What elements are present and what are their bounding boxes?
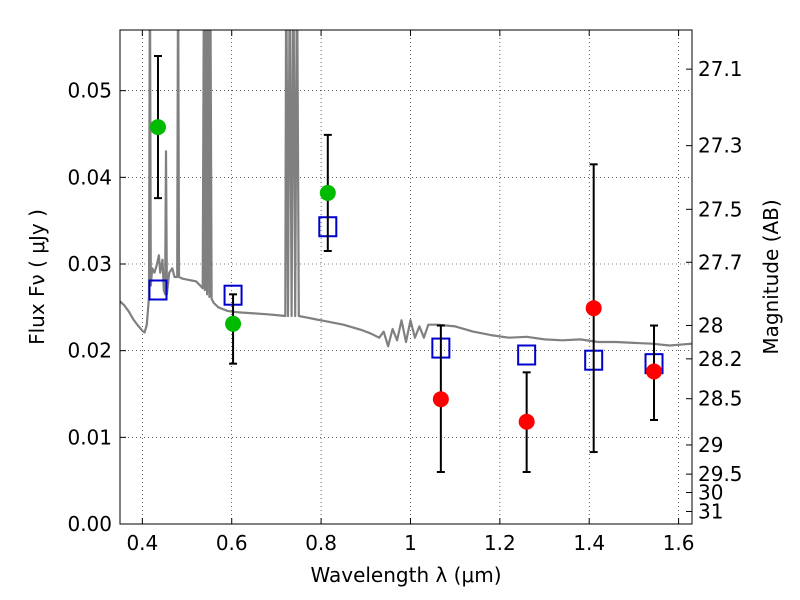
y-tick-label: 0.03 — [67, 252, 112, 276]
magnitude-tick-label: 28 — [698, 313, 723, 337]
plot-frame — [119, 29, 693, 525]
x-tick-label: 1.4 — [573, 531, 605, 555]
model-photometry-square — [148, 279, 168, 301]
observed-point-with-errorbar — [319, 133, 336, 252]
magnitude-tick-label: 27.7 — [698, 250, 743, 274]
observed-point — [319, 184, 336, 201]
x-tick-label: 0.6 — [216, 531, 248, 555]
observed-point — [585, 300, 602, 317]
y-tick-label: 0.00 — [67, 512, 112, 536]
observed-point-with-errorbar — [585, 163, 602, 454]
model-photometry-square — [517, 344, 537, 366]
observed-point-with-errorbar — [646, 324, 663, 421]
magnitude-tick-label: 28.2 — [698, 347, 743, 371]
x-axis: 0.4 0.6 0.8 1 1.2 1.4 1.6 — [126, 30, 695, 555]
magnitude-tick-label: 29 — [698, 433, 723, 457]
plot-area — [120, 30, 692, 473]
observed-point-with-errorbar — [149, 55, 166, 200]
magnitude-tick-label: 29.5 — [698, 462, 743, 486]
magnitude-tick-label: 27.1 — [698, 57, 743, 81]
observed-point — [149, 119, 166, 136]
magnitude-tick-label: 28.5 — [698, 387, 743, 411]
x-axis-label: Wavelength λ (μm) — [310, 563, 501, 587]
observed-point — [646, 363, 663, 380]
observed-point — [225, 315, 242, 332]
y-tick-label: 0.02 — [67, 339, 112, 363]
observed-point — [518, 413, 535, 430]
y-axis-label-flux: Flux Fν ( μJy ) — [25, 209, 49, 345]
sed-model-line — [120, 30, 692, 348]
y-axis-flux: 0.00 0.01 0.02 0.03 0.04 0.05 — [67, 79, 126, 536]
x-tick-label: 1 — [404, 531, 417, 555]
x-tick-label: 1.2 — [484, 531, 516, 555]
magnitude-tick-label: 27.3 — [698, 134, 743, 158]
x-tick-label: 0.4 — [126, 531, 158, 555]
magnitude-tick-label: 27.5 — [698, 197, 743, 221]
y-tick-label: 0.05 — [67, 79, 112, 103]
magnitude-tick-label: 31 — [698, 499, 723, 523]
observed-point-with-errorbar — [225, 293, 242, 365]
observed-point — [432, 391, 449, 408]
x-tick-label: 0.8 — [305, 531, 337, 555]
observed-point-with-errorbar — [432, 324, 449, 473]
magnitude-tick-label: 30 — [698, 481, 723, 505]
x-tick-label: 1.6 — [663, 531, 695, 555]
y-tick-label: 0.04 — [67, 165, 112, 189]
y-tick-label: 0.01 — [67, 425, 112, 449]
y-axis-label-magnitude: Magnitude (AB) — [759, 199, 783, 354]
observed-point-with-errorbar — [518, 371, 535, 473]
